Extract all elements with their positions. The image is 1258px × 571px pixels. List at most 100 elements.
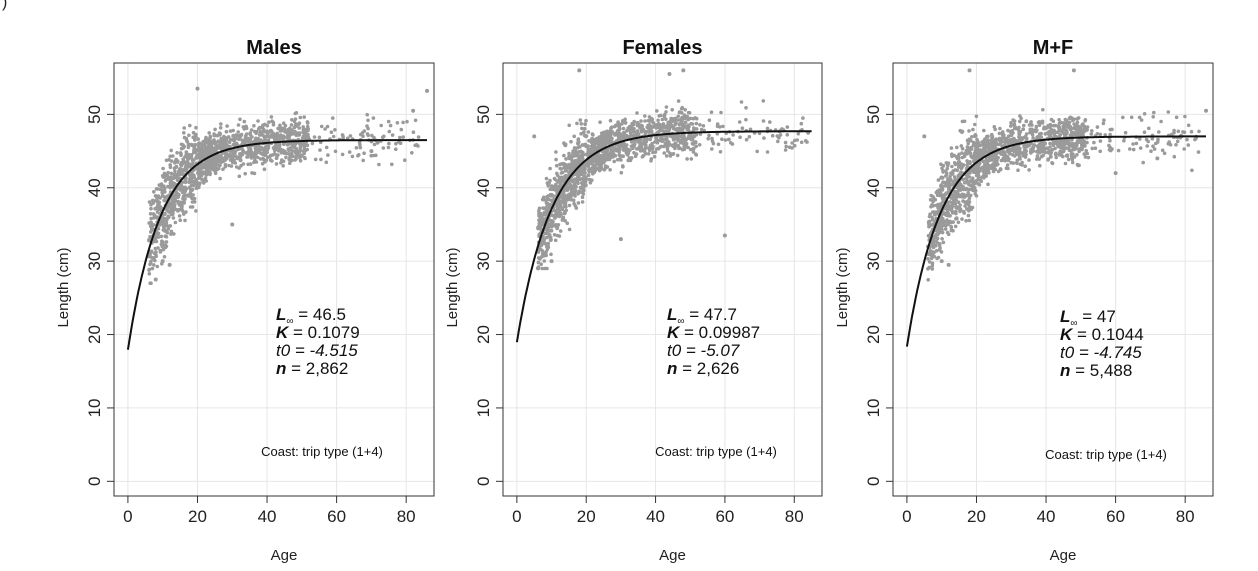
- scatter-point: [966, 141, 970, 146]
- scatter-point: [954, 209, 958, 214]
- scatter-point: [680, 122, 685, 127]
- scatter-point: [1027, 168, 1031, 172]
- scatter-point: [559, 192, 564, 197]
- scatter-point: [569, 139, 573, 144]
- scatter-point: [546, 226, 550, 231]
- scatter-point: [1174, 143, 1178, 147]
- scatter-point: [221, 167, 225, 171]
- scatter-point: [593, 142, 597, 147]
- scatter-point: [390, 133, 395, 137]
- scatter-point: [1049, 128, 1054, 133]
- scatter-point: [581, 192, 586, 196]
- scatter-point: [331, 116, 335, 120]
- scatter-point: [294, 133, 299, 138]
- scatter-point: [1009, 148, 1014, 153]
- scatter-point: [580, 126, 584, 131]
- scatter-point: [386, 119, 391, 124]
- scatter-point: [604, 141, 609, 146]
- scatter-point: [324, 160, 329, 165]
- scatter-point: [620, 154, 625, 158]
- k-symbol: K: [1060, 325, 1074, 344]
- scatter-point: [1134, 141, 1139, 146]
- scatter-point: [576, 181, 580, 185]
- scatter-point: [627, 124, 632, 129]
- scatter-point: [164, 235, 169, 239]
- scatter-point: [661, 124, 665, 129]
- scatter-point: [664, 117, 668, 121]
- scatter-point: [1061, 154, 1065, 159]
- scatter-point: [1017, 132, 1022, 137]
- scatter-point: [937, 228, 942, 232]
- scatter-point: [586, 144, 590, 148]
- annotation-k: K = 0.1079: [276, 323, 360, 342]
- scatter-point: [951, 220, 955, 224]
- x-axis-label: Age: [1050, 547, 1077, 564]
- scatter-point: [625, 136, 629, 140]
- scatter-point: [237, 166, 241, 170]
- scatter-point: [237, 155, 242, 159]
- scatter-point: [930, 261, 935, 266]
- scatter-point: [237, 174, 242, 179]
- scatter-point: [977, 183, 982, 187]
- scatter-point: [282, 127, 286, 131]
- scatter-point: [195, 148, 199, 152]
- scatter-point: [998, 126, 1002, 131]
- scatter-point: [147, 272, 152, 276]
- scatter-point: [673, 122, 677, 127]
- scatter-point: [970, 155, 974, 160]
- scatter-point: [211, 161, 216, 165]
- scatter-point: [776, 139, 780, 144]
- scatter-point: [165, 230, 170, 235]
- scatter-point: [267, 120, 271, 124]
- scatter-point: [688, 147, 693, 152]
- scatter-point: [572, 146, 577, 150]
- scatter-point: [1075, 143, 1079, 148]
- scatter-point: [783, 140, 788, 145]
- scatter-point: [608, 168, 612, 172]
- scatter-point: [153, 251, 157, 256]
- scatter-point: [651, 125, 655, 129]
- scatter-point: [398, 135, 402, 140]
- scatter-point: [265, 148, 269, 153]
- scatter-point: [1018, 146, 1022, 151]
- scatter-point: [564, 173, 568, 178]
- scatter-point: [319, 157, 323, 162]
- scatter-point: [169, 171, 174, 176]
- scatter-point: [151, 212, 156, 216]
- y-tick-label: 0: [474, 477, 493, 486]
- annotation-note: Coast: trip type (1+4): [1045, 447, 1167, 462]
- scatter-point: [153, 206, 157, 211]
- scatter-point: [189, 194, 193, 198]
- scatter-point: [620, 119, 625, 123]
- scatter-point: [260, 133, 264, 137]
- scatter-point: [278, 135, 283, 140]
- scatter-point: [673, 136, 678, 141]
- scatter-point: [198, 181, 202, 185]
- scatter-point: [580, 200, 585, 204]
- scatter-point: [941, 240, 946, 245]
- scatter-point: [646, 118, 651, 123]
- x-tick-label: 60: [715, 507, 734, 526]
- scatter-point: [182, 168, 187, 173]
- scatter-point: [354, 146, 359, 150]
- scatter-point: [744, 137, 749, 142]
- scatter-point: [1101, 121, 1106, 126]
- chart-title: M+F: [1033, 37, 1074, 59]
- scatter-point: [570, 189, 574, 194]
- scatter-point: [1012, 126, 1017, 131]
- scatter-point: [688, 135, 692, 140]
- scatter-point: [256, 119, 260, 123]
- scatter-point: [1035, 154, 1040, 158]
- scatter-point: [698, 123, 702, 127]
- scatter-point: [631, 129, 636, 134]
- scatter-point: [1160, 148, 1165, 153]
- scatter-point: [577, 68, 582, 73]
- annotation-k: K = 0.09987: [667, 323, 760, 342]
- scatter-point: [1162, 151, 1167, 156]
- scatter-point: [799, 121, 804, 126]
- scatter-point: [241, 125, 246, 129]
- scatter-point: [253, 149, 258, 154]
- scatter-point: [291, 131, 296, 136]
- scatter-point: [655, 140, 660, 145]
- scatter-point: [1029, 147, 1033, 152]
